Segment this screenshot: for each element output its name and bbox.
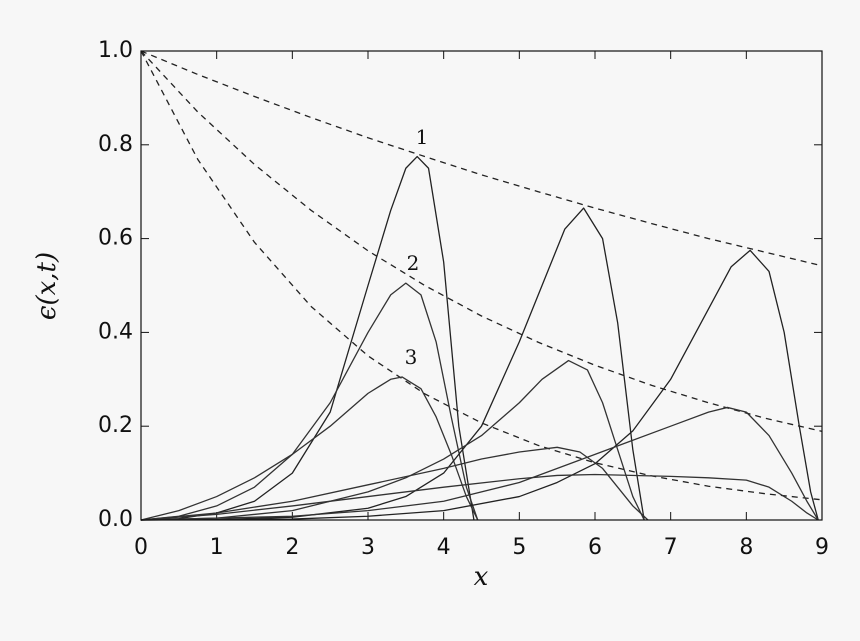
line-series — [140, 282, 479, 521]
x-tick-label: 8 — [739, 535, 753, 560]
line-series — [140, 50, 823, 501]
line-series — [140, 50, 823, 267]
y-tick-label: 0.4 — [98, 319, 133, 344]
y-tick-label: 0.2 — [98, 413, 133, 438]
annotation: 1 — [416, 125, 429, 149]
line-series — [140, 376, 479, 521]
x-tick-label: 1 — [210, 535, 224, 560]
y-axis-label: ϵ(x,t) — [32, 252, 62, 320]
x-tick-label: 0 — [134, 535, 148, 560]
x-tick-label: 3 — [361, 535, 375, 560]
x-axis-label: x — [474, 562, 489, 592]
y-tick-label: 0.0 — [98, 507, 133, 532]
annotation: 3 — [405, 345, 418, 369]
x-tick-label: 5 — [512, 535, 526, 560]
y-tick-label: 0.8 — [98, 132, 133, 157]
x-tick-label: 9 — [815, 535, 829, 560]
annotation: 2 — [407, 251, 420, 275]
x-tick-label: 7 — [664, 535, 678, 560]
line-series — [140, 446, 649, 521]
y-tick-label: 0.6 — [98, 226, 133, 251]
y-tick-label: 1.0 — [98, 38, 133, 63]
line-series — [140, 207, 645, 521]
line-series — [140, 359, 645, 521]
line-series — [140, 406, 819, 521]
x-tick-label: 6 — [588, 535, 602, 560]
line-series — [140, 473, 819, 521]
x-tick-label: 2 — [285, 535, 299, 560]
line-series — [140, 50, 823, 432]
line-series — [140, 249, 819, 521]
x-tick-label: 4 — [437, 535, 451, 560]
plot-frame — [140, 50, 823, 521]
line-series — [140, 155, 475, 521]
